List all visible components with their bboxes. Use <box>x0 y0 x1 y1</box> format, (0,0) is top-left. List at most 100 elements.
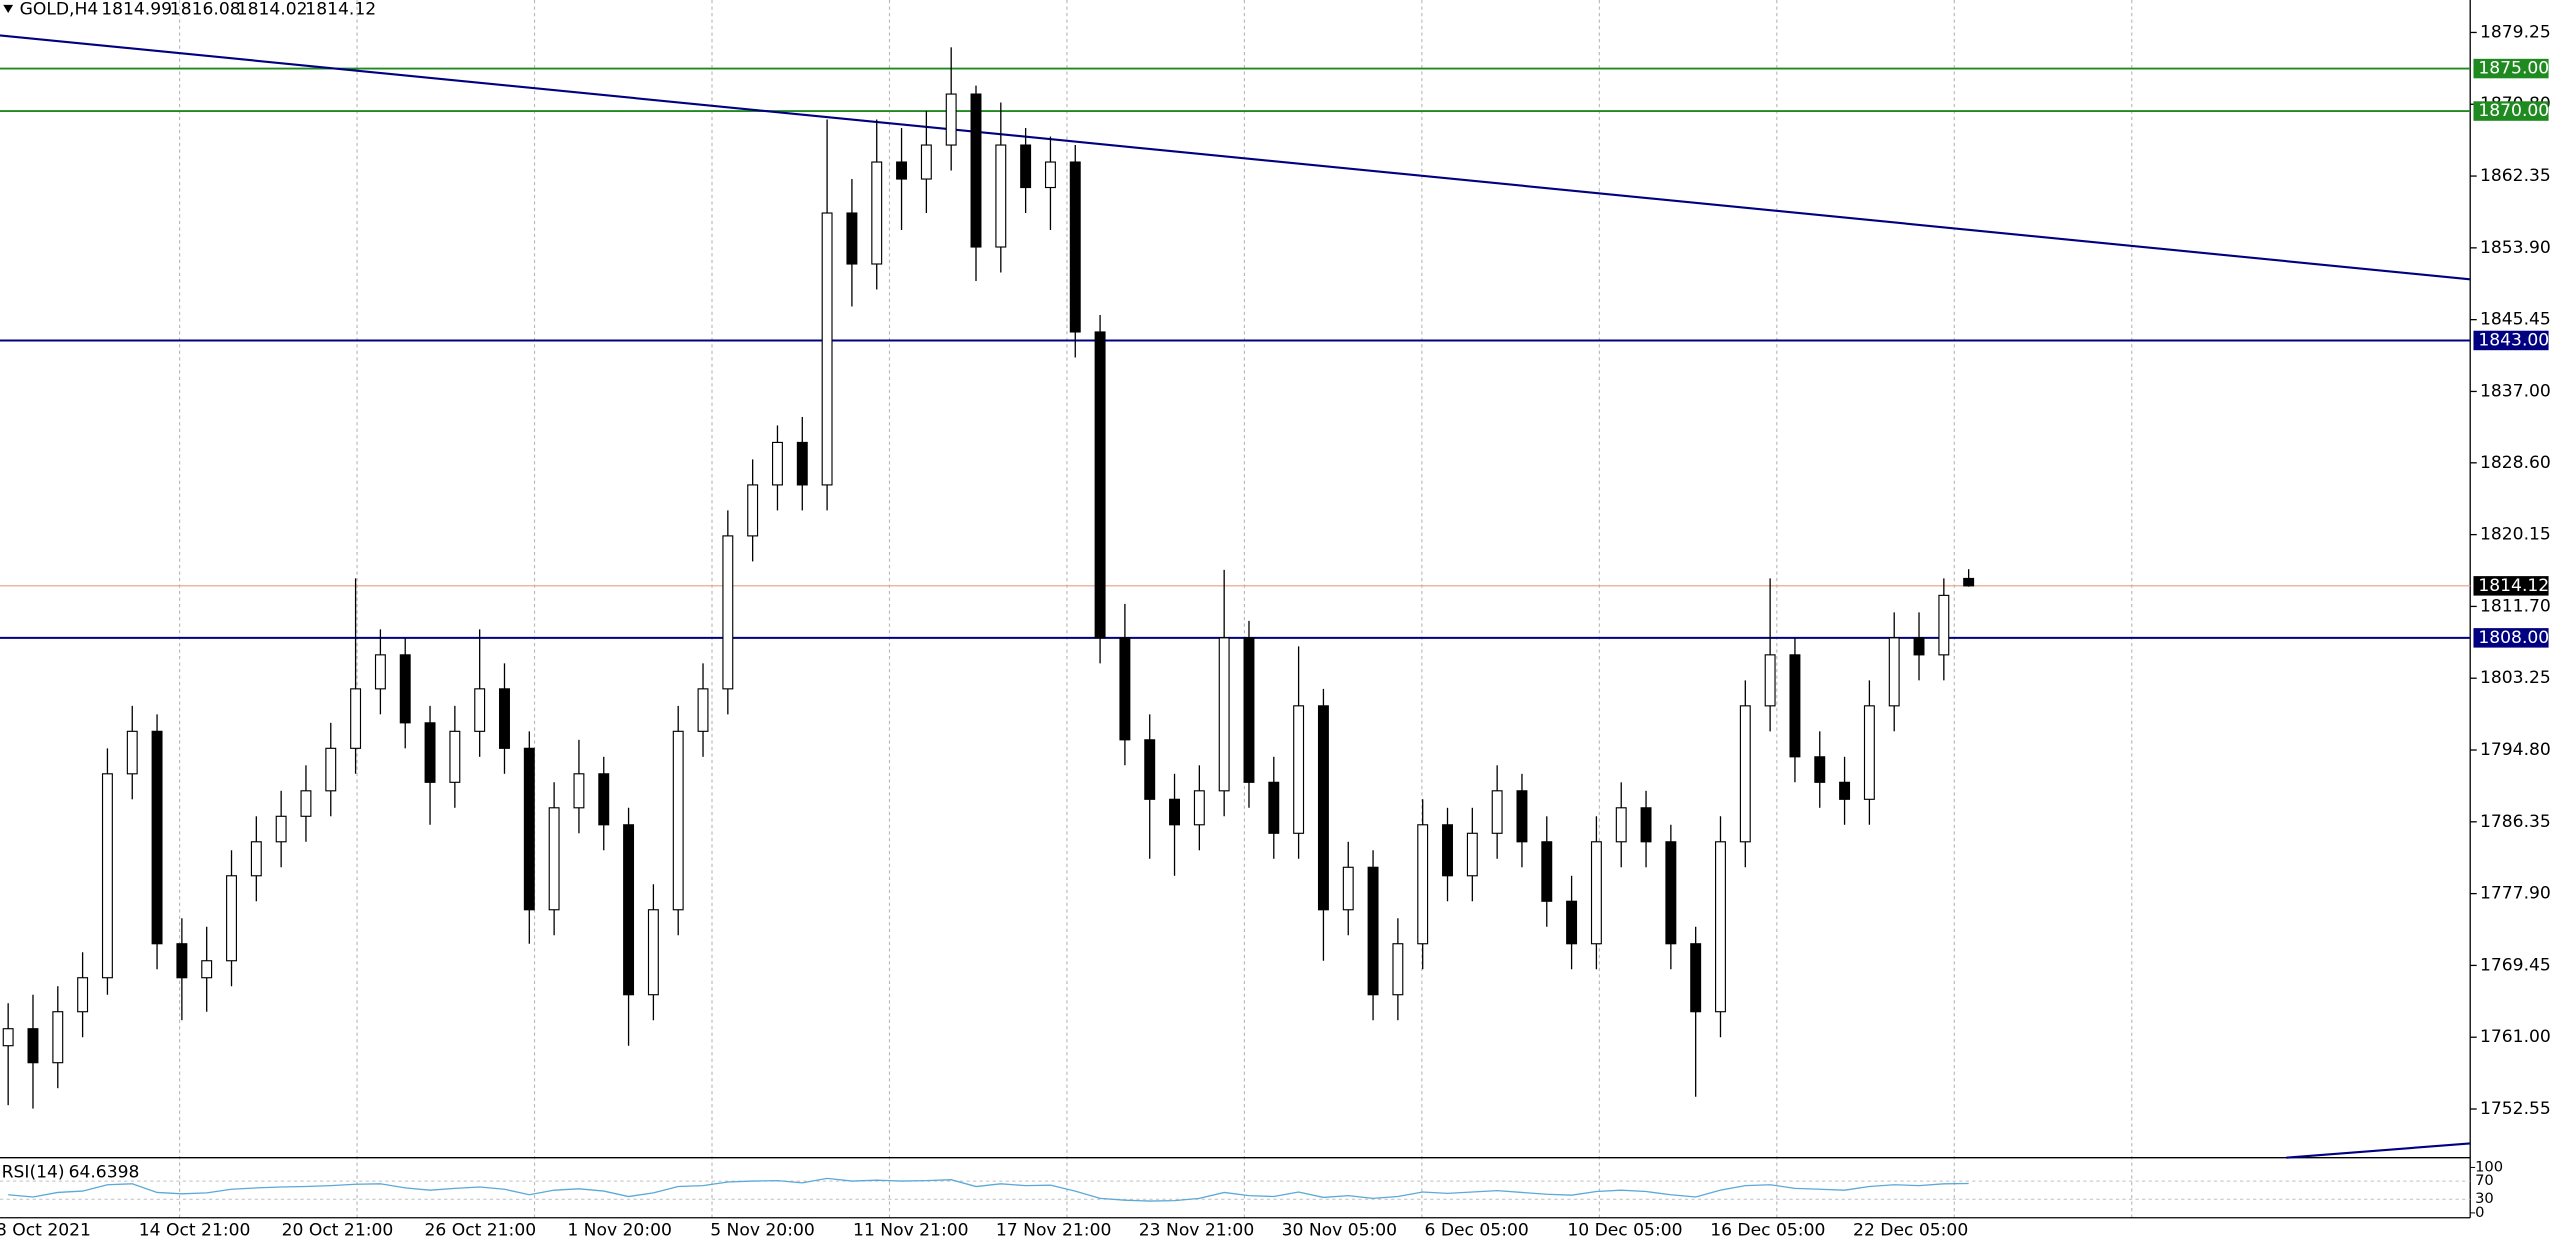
rsi-title: RSI(14) <box>2 1162 65 1182</box>
y-tick-label: 1853.90 <box>2480 238 2551 258</box>
candle-body <box>1293 705 1305 834</box>
y-tick-label: 1879.25 <box>2480 22 2551 42</box>
rsi-tick-label: 70 <box>2475 1172 2494 1189</box>
candle-body <box>424 722 436 783</box>
ohlc-open: 1814.99 <box>101 0 172 20</box>
level-label: 1843.00 <box>2478 330 2549 350</box>
candle-body <box>474 688 486 732</box>
candle-body <box>523 747 535 911</box>
candle-body <box>623 824 635 996</box>
y-tick-label: 1769.45 <box>2480 955 2551 975</box>
candle-body <box>151 730 163 945</box>
trendline <box>0 34 2471 281</box>
candle-body <box>1069 161 1081 333</box>
y-tick-label: 1794.80 <box>2480 740 2551 760</box>
x-tick-label: 6 Dec 05:00 <box>1424 1221 1528 1241</box>
candle-body <box>275 815 287 843</box>
y-tick-label: 1845.45 <box>2480 310 2551 330</box>
candle-body <box>896 161 908 180</box>
candle-body <box>1640 807 1652 843</box>
x-tick-label: 16 Dec 05:00 <box>1710 1221 1825 1241</box>
candle-body <box>995 144 1007 248</box>
rsi-tick-label: 100 <box>2475 1158 2503 1175</box>
current-price-box <box>2473 576 2549 596</box>
candle-body <box>1119 637 1131 741</box>
candle-body <box>672 730 684 911</box>
y-tick-label: 1837.00 <box>2480 381 2551 401</box>
x-tick-label: 26 Oct 21:00 <box>424 1221 536 1241</box>
candle-body <box>27 1028 39 1064</box>
candle-body <box>176 943 188 979</box>
candle-body <box>1739 705 1751 843</box>
candle-body <box>350 688 362 749</box>
candle-body <box>1516 790 1528 843</box>
x-tick-label: 5 Nov 20:00 <box>710 1221 815 1241</box>
candle-body <box>1268 781 1280 834</box>
x-tick-label: 10 Dec 05:00 <box>1567 1221 1682 1241</box>
ohlc-high: 1816.08 <box>170 0 241 20</box>
rsi-value: 64.6398 <box>69 1162 140 1182</box>
candle-body <box>970 93 982 248</box>
symbol: GOLD,H4 <box>20 0 99 20</box>
candle-body <box>1218 637 1230 792</box>
rsi-tick-label: 0 <box>2475 1204 2484 1221</box>
candle-body <box>548 807 560 911</box>
candle-body <box>1566 900 1578 945</box>
candle-body <box>1839 781 1851 800</box>
candle-body <box>1342 866 1354 911</box>
candle-body <box>1938 594 1950 656</box>
candle-body <box>1888 637 1900 707</box>
level-label-box <box>2473 628 2549 648</box>
y-tick-label: 1761.00 <box>2480 1027 2551 1047</box>
candle-body <box>1615 807 1627 843</box>
level-label: 1808.00 <box>2478 628 2549 648</box>
candle-body <box>1094 331 1106 639</box>
y-tick-label: 1777.90 <box>2480 884 2551 904</box>
candle-body <box>101 773 113 979</box>
candle-body <box>499 688 510 749</box>
level-label-box <box>2473 330 2549 351</box>
candle-body <box>1541 841 1553 902</box>
candle-body <box>871 161 883 265</box>
candle-body <box>1442 824 1453 877</box>
y-tick-label: 1786.35 <box>2480 812 2551 832</box>
candle-body <box>1417 824 1429 945</box>
trendline <box>2286 1142 2471 1159</box>
x-tick-label: 22 Dec 05:00 <box>1853 1221 1968 1241</box>
candle-body <box>1020 144 1032 189</box>
candle-body <box>1963 577 1975 587</box>
candle-body <box>1665 841 1677 945</box>
candle-body <box>1863 705 1875 800</box>
y-tick-label: 1803.25 <box>2480 668 2551 688</box>
candle-body <box>1789 654 1801 758</box>
candle-body <box>598 773 610 826</box>
rsi-line <box>8 1177 1969 1202</box>
level-label-box <box>2473 58 2549 79</box>
candle-body <box>573 773 585 809</box>
x-tick-label: 1 Nov 20:00 <box>567 1221 672 1241</box>
candle-body <box>1764 654 1776 707</box>
x-tick-label: 17 Nov 21:00 <box>996 1221 1111 1241</box>
y-tick-label: 1862.35 <box>2480 166 2551 186</box>
candle-body <box>747 484 759 537</box>
candle-body <box>1317 705 1329 911</box>
candle-body <box>920 144 932 180</box>
x-tick-label: 11 Nov 21:00 <box>853 1221 968 1241</box>
candle-body <box>945 93 957 146</box>
candle-body <box>374 654 386 690</box>
y-tick-label: 1820.15 <box>2480 525 2551 545</box>
candle-body <box>250 841 262 877</box>
x-tick-label: 20 Oct 21:00 <box>282 1221 394 1241</box>
candle-body <box>52 1011 64 1064</box>
candle-body <box>1243 637 1255 783</box>
collapse-icon[interactable] <box>3 4 14 13</box>
candle-body <box>1814 756 1826 783</box>
candle-body <box>1491 790 1503 834</box>
candle-body <box>1144 739 1156 800</box>
candle-body <box>821 212 833 486</box>
candle-body <box>772 441 783 486</box>
candle-body <box>1690 943 1702 1013</box>
y-tick-label: 1752.55 <box>2480 1099 2551 1119</box>
level-label: 1875.00 <box>2478 59 2549 79</box>
